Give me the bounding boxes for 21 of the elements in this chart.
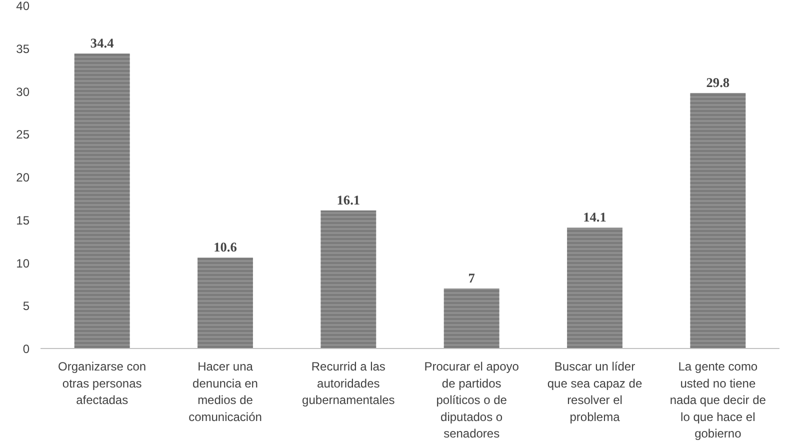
data-label: 16.1 — [336, 192, 360, 208]
data-label: 7 — [468, 270, 476, 286]
data-label: 14.1 — [583, 210, 606, 225]
x-tick-label: Procurar el apoyo de partidos políticos o de diputados o senadores — [424, 360, 520, 441]
data-label: 10.6 — [214, 240, 238, 255]
y-tick-label: 20 — [16, 170, 30, 184]
y-tick-label: 25 — [16, 128, 30, 142]
data-label: 34.4 — [90, 36, 114, 51]
x-tick-label: La gente como usted no tiene nada que decir de lo que hace el gobierno — [670, 360, 766, 441]
y-tick-label: 10 — [16, 256, 30, 270]
y-tick-label: 15 — [16, 213, 30, 228]
y-tick-label: 0 — [22, 342, 30, 356]
y-tick-label: 35 — [16, 42, 30, 56]
y-tick-label: 30 — [16, 84, 30, 99]
y-tick-label: 40 — [16, 0, 30, 13]
x-tick-label: Buscar un líder que sea capaz de resolver el problema — [547, 360, 642, 424]
x-tick-label: Organizarse con otras personas afectadas — [58, 360, 146, 408]
y-tick-label: 5 — [22, 299, 30, 314]
x-tick-label: Recurrid a las autoridades gubernamentales — [302, 360, 395, 408]
x-tick-label: Hacer una denuncia en medios de comunicación — [188, 360, 262, 424]
data-label: 29.8 — [706, 74, 730, 90]
